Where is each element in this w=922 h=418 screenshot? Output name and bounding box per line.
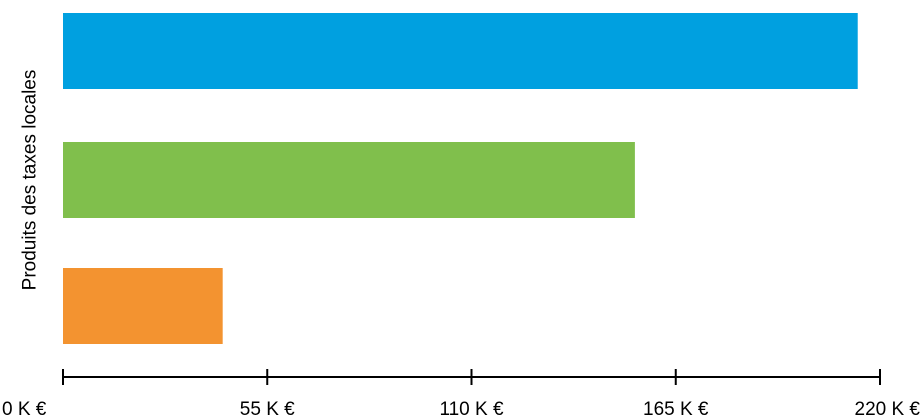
y-axis-title: Produits des taxes locales bbox=[20, 70, 41, 291]
bar-1 bbox=[63, 13, 858, 89]
x-tick-label: 110 K € bbox=[439, 399, 504, 418]
bars bbox=[63, 13, 858, 344]
bar-2 bbox=[63, 142, 635, 218]
x-tick-label: 55 K € bbox=[240, 399, 295, 418]
x-axis-ticks: 0 K € 55 K € 110 K € 165 K € 220 K € bbox=[2, 369, 920, 418]
x-tick-label: 220 K € bbox=[855, 399, 921, 418]
x-tick-label: 0 K € bbox=[2, 399, 47, 418]
bar-3 bbox=[63, 268, 223, 344]
x-tick-label: 165 K € bbox=[643, 399, 709, 418]
